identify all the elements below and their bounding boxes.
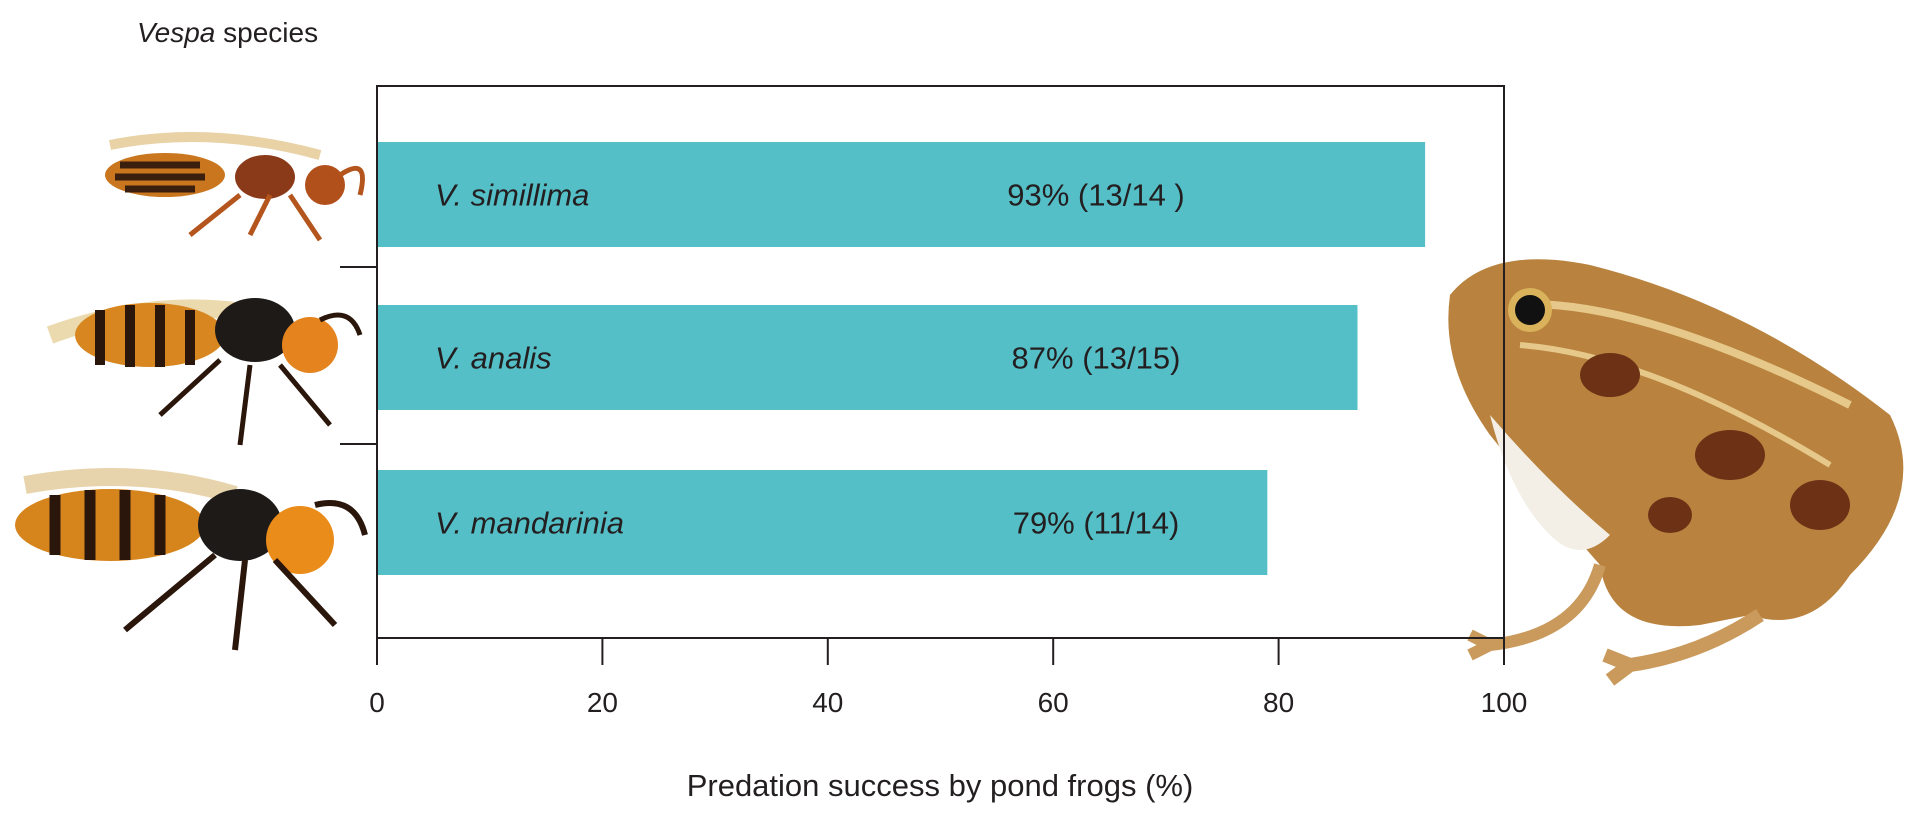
x-tick-label: 20 xyxy=(587,687,618,718)
x-tick-label: 0 xyxy=(369,687,385,718)
pond-frog-image xyxy=(1448,259,1904,686)
hornet-simillima-image xyxy=(105,132,365,242)
bar xyxy=(378,470,1268,575)
x-axis-title: Predation success by pond frogs (%) xyxy=(687,768,1194,803)
bar-value-label: 93% (13/14 ) xyxy=(1007,178,1185,213)
bar-category-label: V. simillima xyxy=(435,178,589,213)
x-tick-label: 60 xyxy=(1038,687,1069,718)
bar xyxy=(378,305,1358,410)
bar-value-label: 79% (11/14) xyxy=(1013,506,1180,541)
x-tick-label: 40 xyxy=(812,687,843,718)
x-tick-label: 80 xyxy=(1263,687,1294,718)
plot-frame xyxy=(376,85,1505,639)
bar xyxy=(378,142,1426,247)
y-axis-title: Vespa species xyxy=(137,17,318,48)
hornet-analis-image xyxy=(46,298,363,446)
bar-category-label: V. analis xyxy=(435,341,552,376)
bar-category-label: V. mandarinia xyxy=(435,506,624,541)
x-tick-label: 100 xyxy=(1481,687,1528,718)
bar-value-label: 87% (13/15) xyxy=(1012,341,1181,376)
hornet-mandarinia-image xyxy=(15,468,368,651)
